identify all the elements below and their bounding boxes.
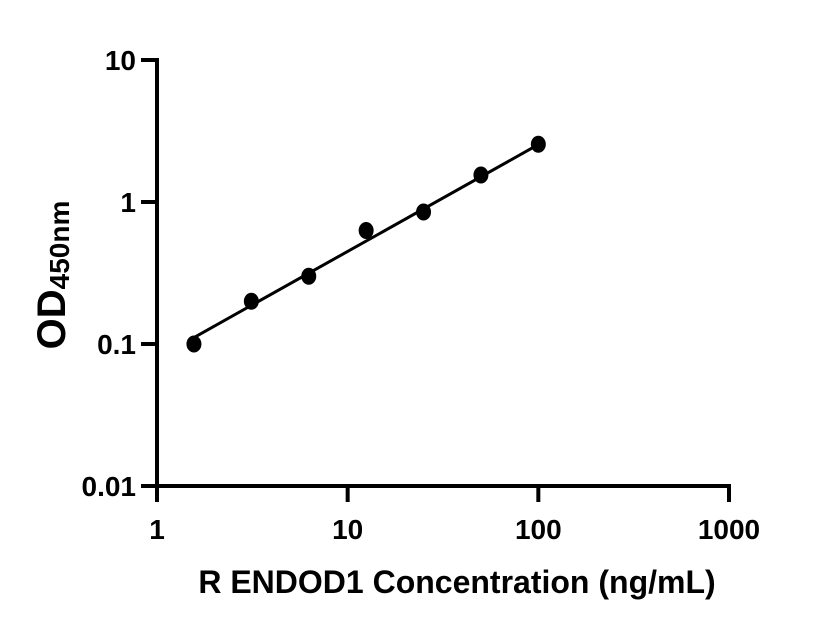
y-tick-label: 0.01	[82, 471, 137, 502]
y-tick-label: 1	[120, 187, 136, 218]
data-point	[473, 166, 489, 184]
x-tick-label: 10	[332, 514, 363, 545]
data-point	[301, 267, 317, 285]
x-tick-label: 1000	[698, 514, 760, 545]
data-points-group	[186, 135, 546, 353]
data-point	[416, 203, 432, 221]
y-axis-title: OD450nm	[26, 145, 78, 405]
y-tick-label: 10	[105, 45, 136, 76]
y-tick-label: 0.1	[97, 329, 136, 360]
y-axis-title-main: OD	[30, 289, 74, 350]
data-point	[358, 221, 374, 239]
tick-labels-group: 1 10 100 1000 0.01 0.1 1 10	[82, 45, 761, 545]
data-point	[243, 292, 259, 310]
x-tick-label: 1	[149, 514, 165, 545]
x-tick-label: 100	[515, 514, 562, 545]
data-point	[186, 335, 202, 353]
axes-group	[155, 58, 731, 488]
data-point	[530, 135, 546, 153]
tick-marks-group	[141, 58, 731, 502]
y-axis-title-sub: 450nm	[44, 200, 75, 290]
x-axis-title: R ENDOD1 Concentration (ng/mL)	[198, 564, 716, 600]
